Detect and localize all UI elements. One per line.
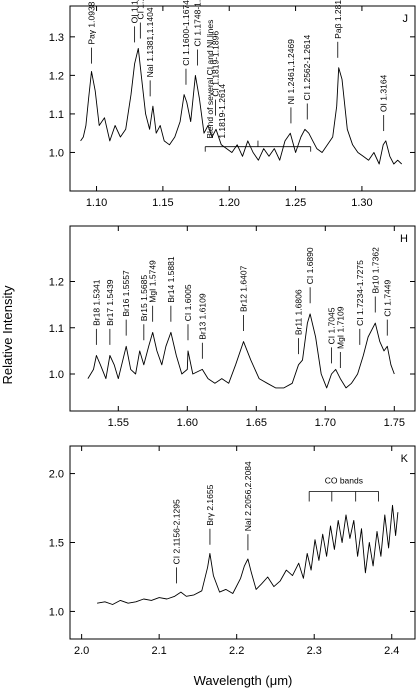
annotation-label: CI 1.1600-1.1674 [181, 0, 191, 66]
y-tick-label: 1.0 [49, 369, 64, 381]
x-tick-label: 2.1 [152, 645, 167, 657]
annotation-label: Br11 1.6806 [294, 289, 304, 335]
spectrum-line [80, 47, 403, 165]
x-tick-label: 1.30 [351, 197, 372, 209]
annotation-label: OI 1.1287 [130, 0, 140, 23]
annotation-label: CI 1.7449 [382, 279, 392, 316]
y-axis-title: Relative Intensity [0, 285, 15, 384]
panel-h: H 1.55 1.60 1.65 1.70 1.75 1.0 1.1 1.2 Br18 1.534… [49, 225, 416, 429]
y-tick-label: 1.2 [49, 277, 64, 289]
x-tick-label: 1.70 [315, 417, 336, 429]
annotation-label: CI 2.1156-2.1295 [172, 499, 182, 564]
y-tick-label: 2.0 [49, 469, 64, 481]
bracket-label: CO bands [325, 475, 363, 485]
annotation-label: Brγ 2.1655 [205, 484, 215, 525]
annotation-label: MgI 1.5749 [148, 260, 158, 303]
annotation-label: NaI 1.1381,1.1404 [145, 7, 155, 77]
x-tick-label: 1.20 [219, 197, 240, 209]
x-tick-label: 1.15 [152, 197, 173, 209]
x-tick-label: 2.0 [74, 645, 89, 657]
x-tick-label: 1.75 [384, 417, 405, 429]
annotation-label: Br12 1.6407 [238, 265, 248, 312]
y-tick-label: 1.3 [49, 32, 64, 44]
annotation-label: CI 1.6005 [183, 284, 193, 321]
annotation-label: Paγ 1.0938 [86, 1, 96, 44]
annotation-label: CI 1.7234-1.7275 [355, 260, 365, 326]
annotation-label: Br10 1.7362 [370, 247, 380, 294]
annotation-label: OI 1.3164 [379, 74, 389, 112]
annotation-label: CI 1.1819-1.1896 [210, 31, 220, 97]
annotation-label: Br17 1.5439 [105, 279, 115, 326]
x-tick-label: 1.10 [86, 197, 107, 209]
x-tick-label: 1.65 [246, 417, 267, 429]
annotation-label: MgI 1.7109 [335, 306, 345, 349]
annotation-label: NI 1.2461,1.2469 [286, 39, 296, 104]
annotation-label: CI 1.6890 [305, 247, 315, 284]
x-tick-label: 1.55 [108, 417, 129, 429]
annotation-label: Br13 1.6109 [197, 293, 207, 340]
panel-label: H [400, 233, 408, 245]
y-tick-label: 1.1 [49, 109, 64, 121]
bracket-label: 1.1819-1.2614 [217, 84, 227, 139]
x-tick-label: 1.60 [177, 417, 198, 429]
y-tick-label: 1.0 [49, 606, 64, 618]
panel-label: K [401, 453, 409, 465]
annotation-label: Br16 1.5557 [121, 270, 131, 317]
annotation-label: CI 1.2562-1.2614 [302, 35, 312, 101]
annotation-label: Br15 1.5685 [139, 275, 149, 322]
panel-label: J [403, 13, 409, 25]
panel-frame [69, 5, 416, 192]
panel-frame [69, 225, 416, 412]
annotation-label: CI 1.1748-1.1800 [192, 0, 202, 47]
x-axis-title: Wavelength (μm) [194, 673, 293, 688]
y-tick-label: 1.2 [49, 70, 64, 82]
annotation-label: Br14 1.5881 [166, 256, 176, 303]
spectrum-line [87, 313, 395, 389]
panel-k: K 2.0 2.1 2.2 2.3 2.4 1.0 1.5 2.0 CI 2.1156-2.129… [49, 445, 416, 657]
x-tick-label: 2.4 [384, 645, 399, 657]
spectrum-line [97, 504, 399, 605]
annotation-label: CI 1.7045 [327, 307, 337, 344]
y-tick-label: 1.0 [49, 147, 64, 159]
y-tick-label: 1.5 [49, 538, 64, 550]
x-tick-label: 2.2 [229, 645, 244, 657]
annotation-label: Br18 1.5341 [91, 279, 101, 326]
annotation-label: CI 1.1330 [135, 0, 145, 20]
annotation-label: Paβ 1.2818 [333, 0, 343, 39]
panel-j: J 1.10 1.15 1.20 1.25 1.30 1.0 1.1 1.2 1.3 Paγ 1.0… [49, 0, 416, 209]
x-tick-label: 1.25 [285, 197, 306, 209]
y-tick-label: 1.1 [49, 323, 64, 335]
annotation-label: NaI 2.2056,2.2084 [243, 461, 253, 531]
bracket-label: Blend of several CI and NI lines [205, 20, 215, 139]
x-tick-label: 2.3 [307, 645, 322, 657]
